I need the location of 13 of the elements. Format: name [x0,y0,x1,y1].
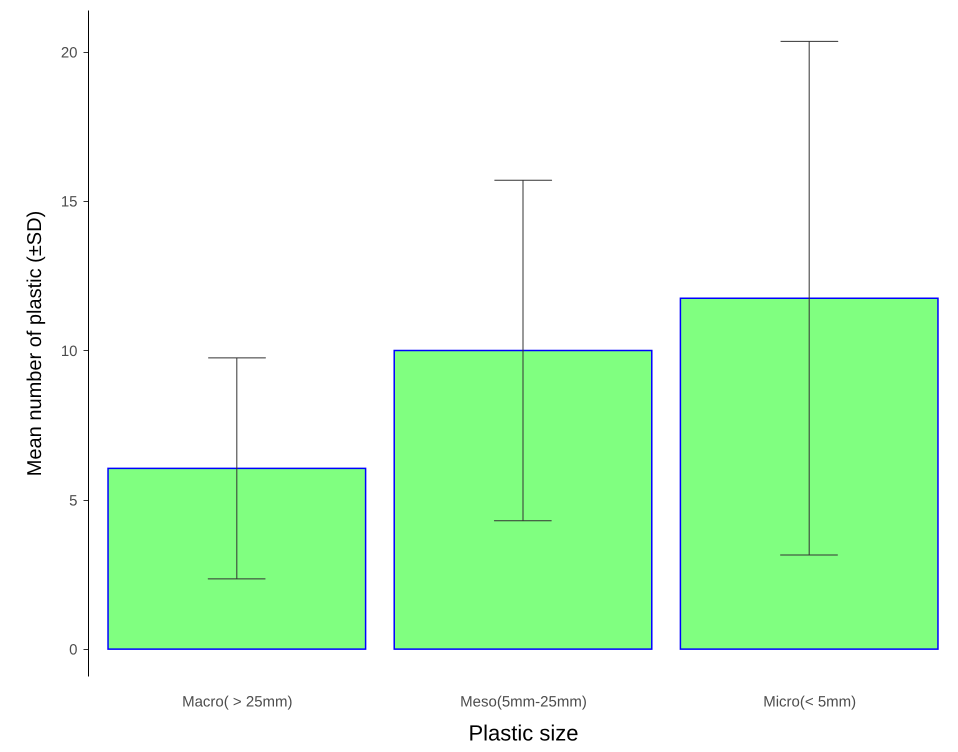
y-tick-label: 20 [60,44,78,62]
y-tick-label: 15 [60,194,78,211]
x-tick-label: Meso(5mm-25mm) [460,694,587,710]
y-axis-title: Mean number of plastic (±SD) [24,210,46,476]
x-tick-label: Micro(< 5mm) [763,694,856,710]
y-tick-label: 0 [69,642,78,659]
y-tick-label: 10 [60,342,78,360]
y-tick-label: 5 [69,492,78,510]
bar [107,468,366,650]
x-tick-label: Macro( > 25mm) [182,694,293,710]
bar [393,350,653,650]
bar [680,297,939,650]
x-axis-title: Plastic size [468,720,579,746]
